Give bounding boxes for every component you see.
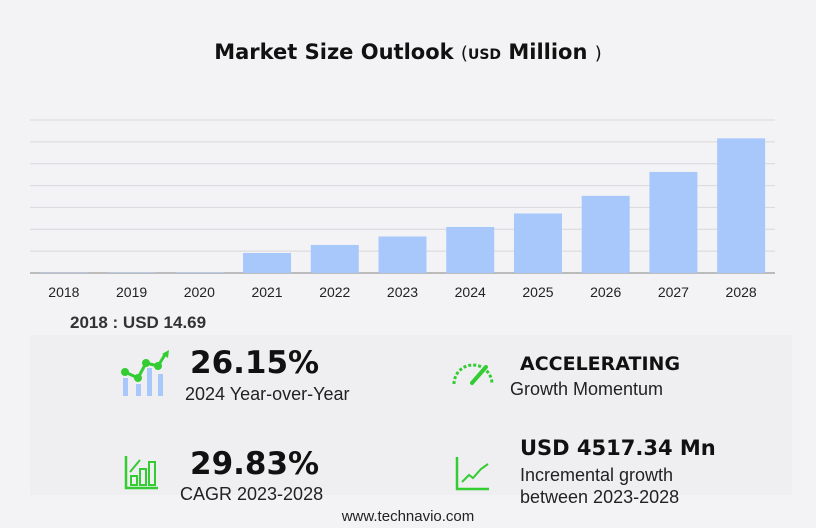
x-tick-label: 2027 [658, 284, 689, 300]
x-tick-label: 2026 [590, 284, 621, 300]
stats-panel [30, 335, 792, 495]
trend-line-icon [455, 457, 489, 491]
x-tick-label: 2021 [251, 284, 282, 300]
incremental-label-1: Incremental growth [520, 465, 674, 485]
cagr-label: CAGR 2023-2028 [180, 484, 324, 504]
cagr-value: 29.83% [190, 446, 320, 482]
x-tick-label: 2019 [116, 284, 147, 300]
bar-2023 [378, 236, 427, 273]
x-tick-label: 2025 [522, 284, 553, 300]
title-main: Market Size Outlook [214, 40, 454, 64]
chart-title: Market Size Outlook (USD Million ) [0, 40, 816, 64]
title-paren-close: ) [594, 43, 602, 64]
speedometer-icon [452, 363, 494, 385]
base-year-value: 2018 : USD 14.69 [70, 313, 207, 332]
bar-2027 [649, 171, 698, 273]
x-tick-label: 2022 [319, 284, 350, 300]
yoy-value: 26.15% [190, 345, 320, 381]
incremental-label-2: between 2023-2028 [520, 487, 680, 507]
growth-chart-icon [121, 350, 169, 396]
bar-2026 [581, 195, 630, 273]
bar-2028 [717, 138, 766, 273]
bar-growth-icon [124, 456, 158, 490]
x-tick-label: 2018 [48, 284, 79, 300]
bar-2024 [446, 226, 495, 273]
bar-2022 [310, 244, 359, 273]
footer-url[interactable]: www.technavio.com [341, 508, 475, 525]
x-tick-label: 2020 [184, 284, 215, 300]
x-tick-label: 2028 [726, 284, 757, 300]
bar-2020 [175, 272, 224, 273]
yoy-label: 2024 Year-over-Year [185, 384, 350, 404]
title-unit-word: Million [508, 40, 588, 64]
momentum-value: ACCELERATING [520, 353, 681, 375]
bar-chart: 2018 2019 2020 2021 2022 2023 2024 2025 2026 2027… [30, 119, 775, 300]
bar-2021 [243, 253, 292, 273]
incremental-value: USD 4517.34 Mn [520, 436, 716, 460]
title-paren-open: ( [460, 43, 468, 64]
momentum-label: Growth Momentum [510, 379, 664, 399]
bar-2025 [513, 213, 562, 273]
x-tick-label: 2024 [455, 284, 486, 300]
x-tick-label: 2023 [387, 284, 418, 300]
title-unit: USD [467, 47, 502, 63]
